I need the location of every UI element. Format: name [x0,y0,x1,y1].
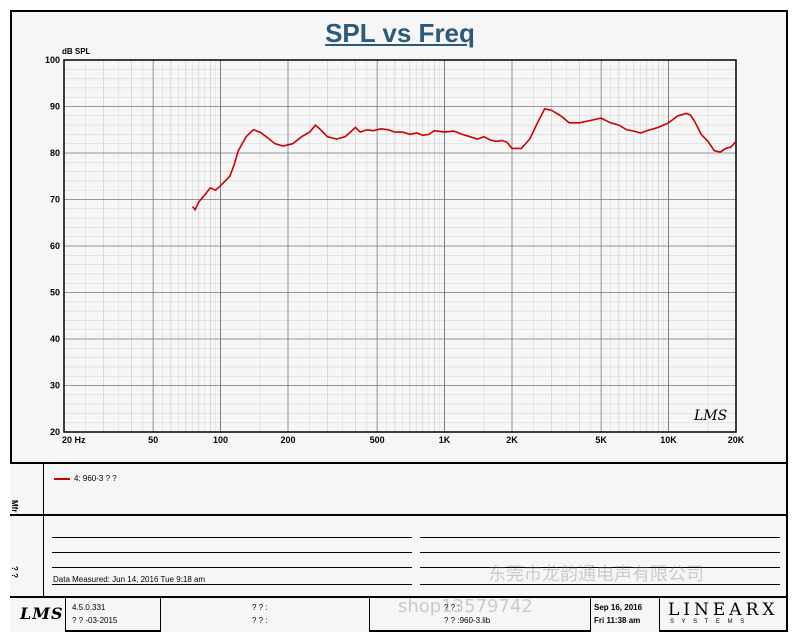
x-tick-label: 5K [595,435,607,445]
footer-lms-logo: LMS [20,604,64,623]
linearx-logo: LINEARX S Y S T E M S [664,600,786,630]
x-tick-label: 20K [728,435,745,445]
footer-field2: ? ? : [252,616,268,625]
x-tick-label: 10K [660,435,677,445]
footer-version: 4.5.0.331 [72,603,106,612]
y-tick-label: 30 [50,381,60,391]
x-tick-label: 20 Hz [62,435,86,445]
plot-border [63,59,737,433]
footer-field1: ? ? : [252,603,268,612]
y-tick-label: 20 [50,427,60,437]
y-tick-label: 70 [50,195,60,205]
notes-line [420,552,780,553]
watermark-company: 东莞市龙韵通电声有限公司 [488,564,704,585]
notes-line [420,567,780,568]
separator-legend-top [10,462,788,464]
x-tick-label: 50 [148,435,158,445]
chart-title: SPL vs Freq [325,18,475,48]
x-tick-label: 200 [280,435,295,445]
y-tick-label: 80 [50,148,60,158]
notes-line [420,537,780,538]
y-axis-label: dB SPL [62,47,91,56]
footer-time: Fri 11:38 am [594,616,641,625]
footer-logo-cell [10,598,66,632]
notes-line [420,584,780,585]
lms-watermark-logo: LMS [693,408,727,424]
legend-swatch [54,478,70,480]
legend-label: 4: 960-3 ? ? [74,474,117,483]
footer-field-cell [160,598,370,632]
separator-notes-top [10,514,788,516]
notes-line [52,537,412,538]
notes-line [52,584,412,585]
footer-file1: ? ? : [444,603,460,612]
x-tick-label: 1K [439,435,451,445]
x-tick-label: 100 [213,435,228,445]
y-tick-label: 60 [50,241,60,251]
spl-chart: 100 90 80 70 60 50 40 30 20 20 Hz 50 100 200 500 1K 2K… [45,47,745,445]
footer-file2: ? ? :960-3.lib [444,616,491,625]
footer-date-cell [590,598,660,632]
watermark-shop: shop13579742 [398,596,533,617]
notes-line [52,552,412,553]
separator-footer-top [10,596,788,598]
date-measured: Data Measured: Jun 14, 2016 Tue 9:18 am [53,575,206,584]
linearx-brand: LINEARX [668,600,779,620]
y-tick-label: 100 [45,55,60,65]
y-tick-label: 90 [50,102,60,112]
side-column-lower [10,516,44,596]
side-label-upper: Mfr [10,500,19,513]
y-tick-label: 50 [50,288,60,298]
linearx-sub: S Y S T E M S [670,619,748,625]
notes-line [52,567,412,568]
footer-date: Sep 16, 2016 [594,603,643,612]
x-tick-label: 2K [506,435,518,445]
x-tick-label: 500 [370,435,385,445]
side-label-lower: ? ? [10,566,19,578]
side-column-upper [10,464,44,514]
footer-version-date: ? ? -03-2015 [72,616,118,625]
series-line-960-3 [191,107,737,212]
y-tick-label: 40 [50,334,60,344]
